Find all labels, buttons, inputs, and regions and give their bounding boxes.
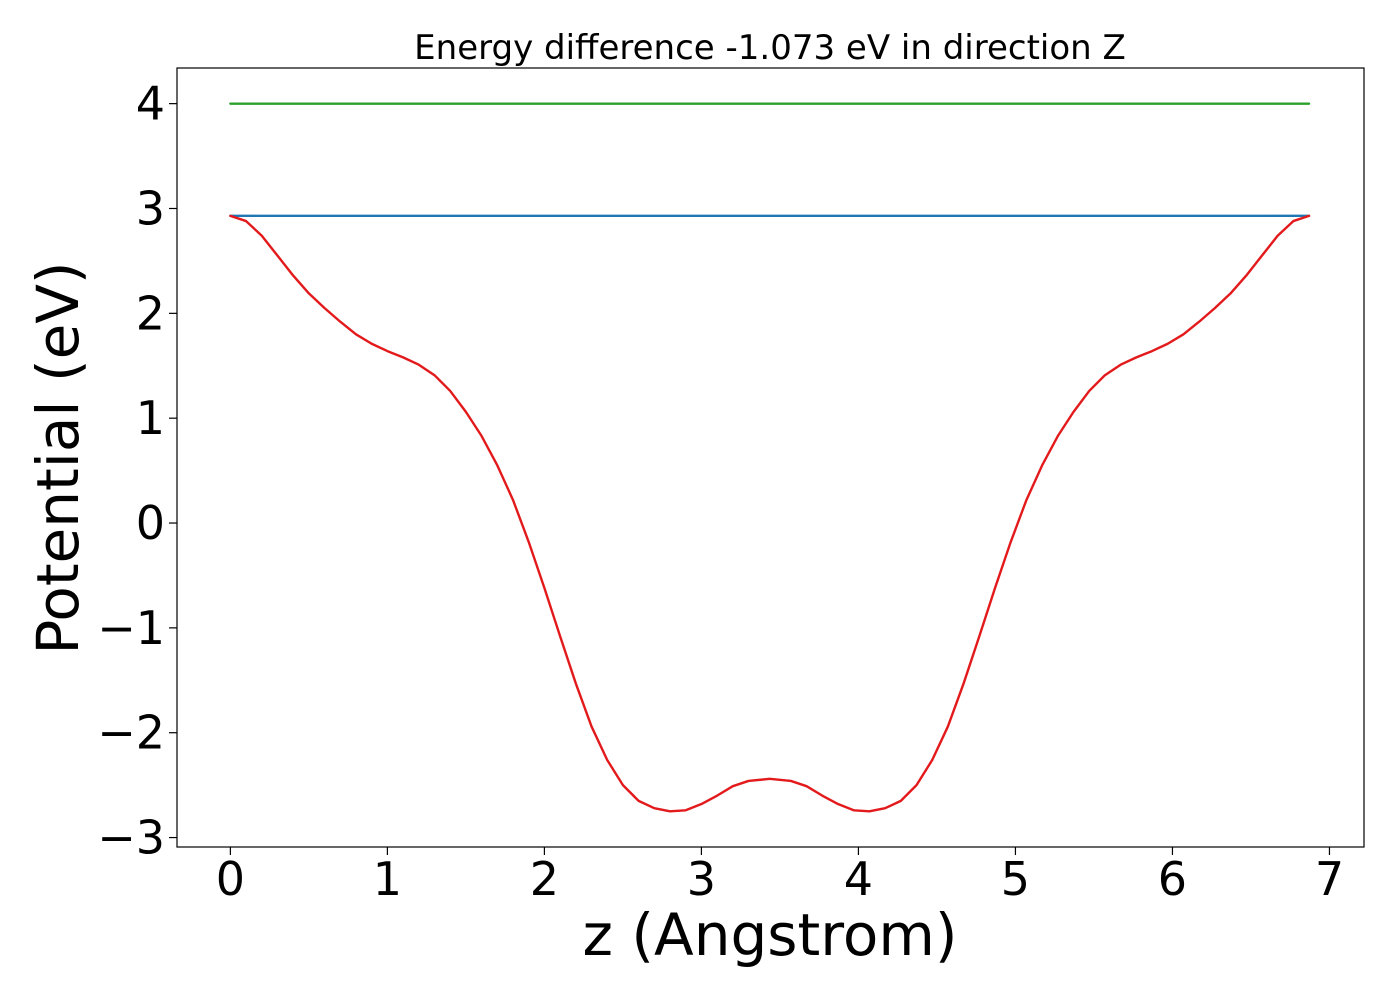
y-axis-label: Potential (eV): [24, 261, 92, 654]
y-tick-label: −2: [97, 706, 165, 760]
x-tick-label: 3: [687, 852, 716, 906]
x-tick-label: 0: [216, 852, 245, 906]
y-tick-label: −1: [97, 601, 165, 655]
chart-title: Energy difference -1.073 eV in direction…: [414, 28, 1126, 68]
y-tick-label: −3: [97, 811, 165, 865]
x-axis: 0 1 2 3 4 5 6 7: [216, 847, 1344, 906]
series-line-2: [229, 214, 1311, 813]
x-tick-label: 4: [844, 852, 873, 906]
x-tick-label: 7: [1315, 852, 1344, 906]
x-tick-label: 1: [373, 852, 402, 906]
series-layer: [229, 102, 1311, 813]
x-axis-label: z (Angstrom): [583, 901, 958, 969]
x-tick-label: 2: [530, 852, 559, 906]
y-axis: −3 −2 −1 0 1 2 3 4: [97, 77, 177, 865]
x-tick-label: 6: [1158, 852, 1187, 906]
x-tick-label: 5: [1001, 852, 1030, 906]
y-tick-label: 1: [136, 391, 165, 445]
y-tick-label: 0: [136, 496, 165, 550]
plot-frame: [176, 67, 1365, 848]
y-tick-label: 4: [136, 77, 165, 131]
y-tick-label: 2: [136, 286, 165, 340]
y-tick-label: 3: [136, 181, 165, 235]
